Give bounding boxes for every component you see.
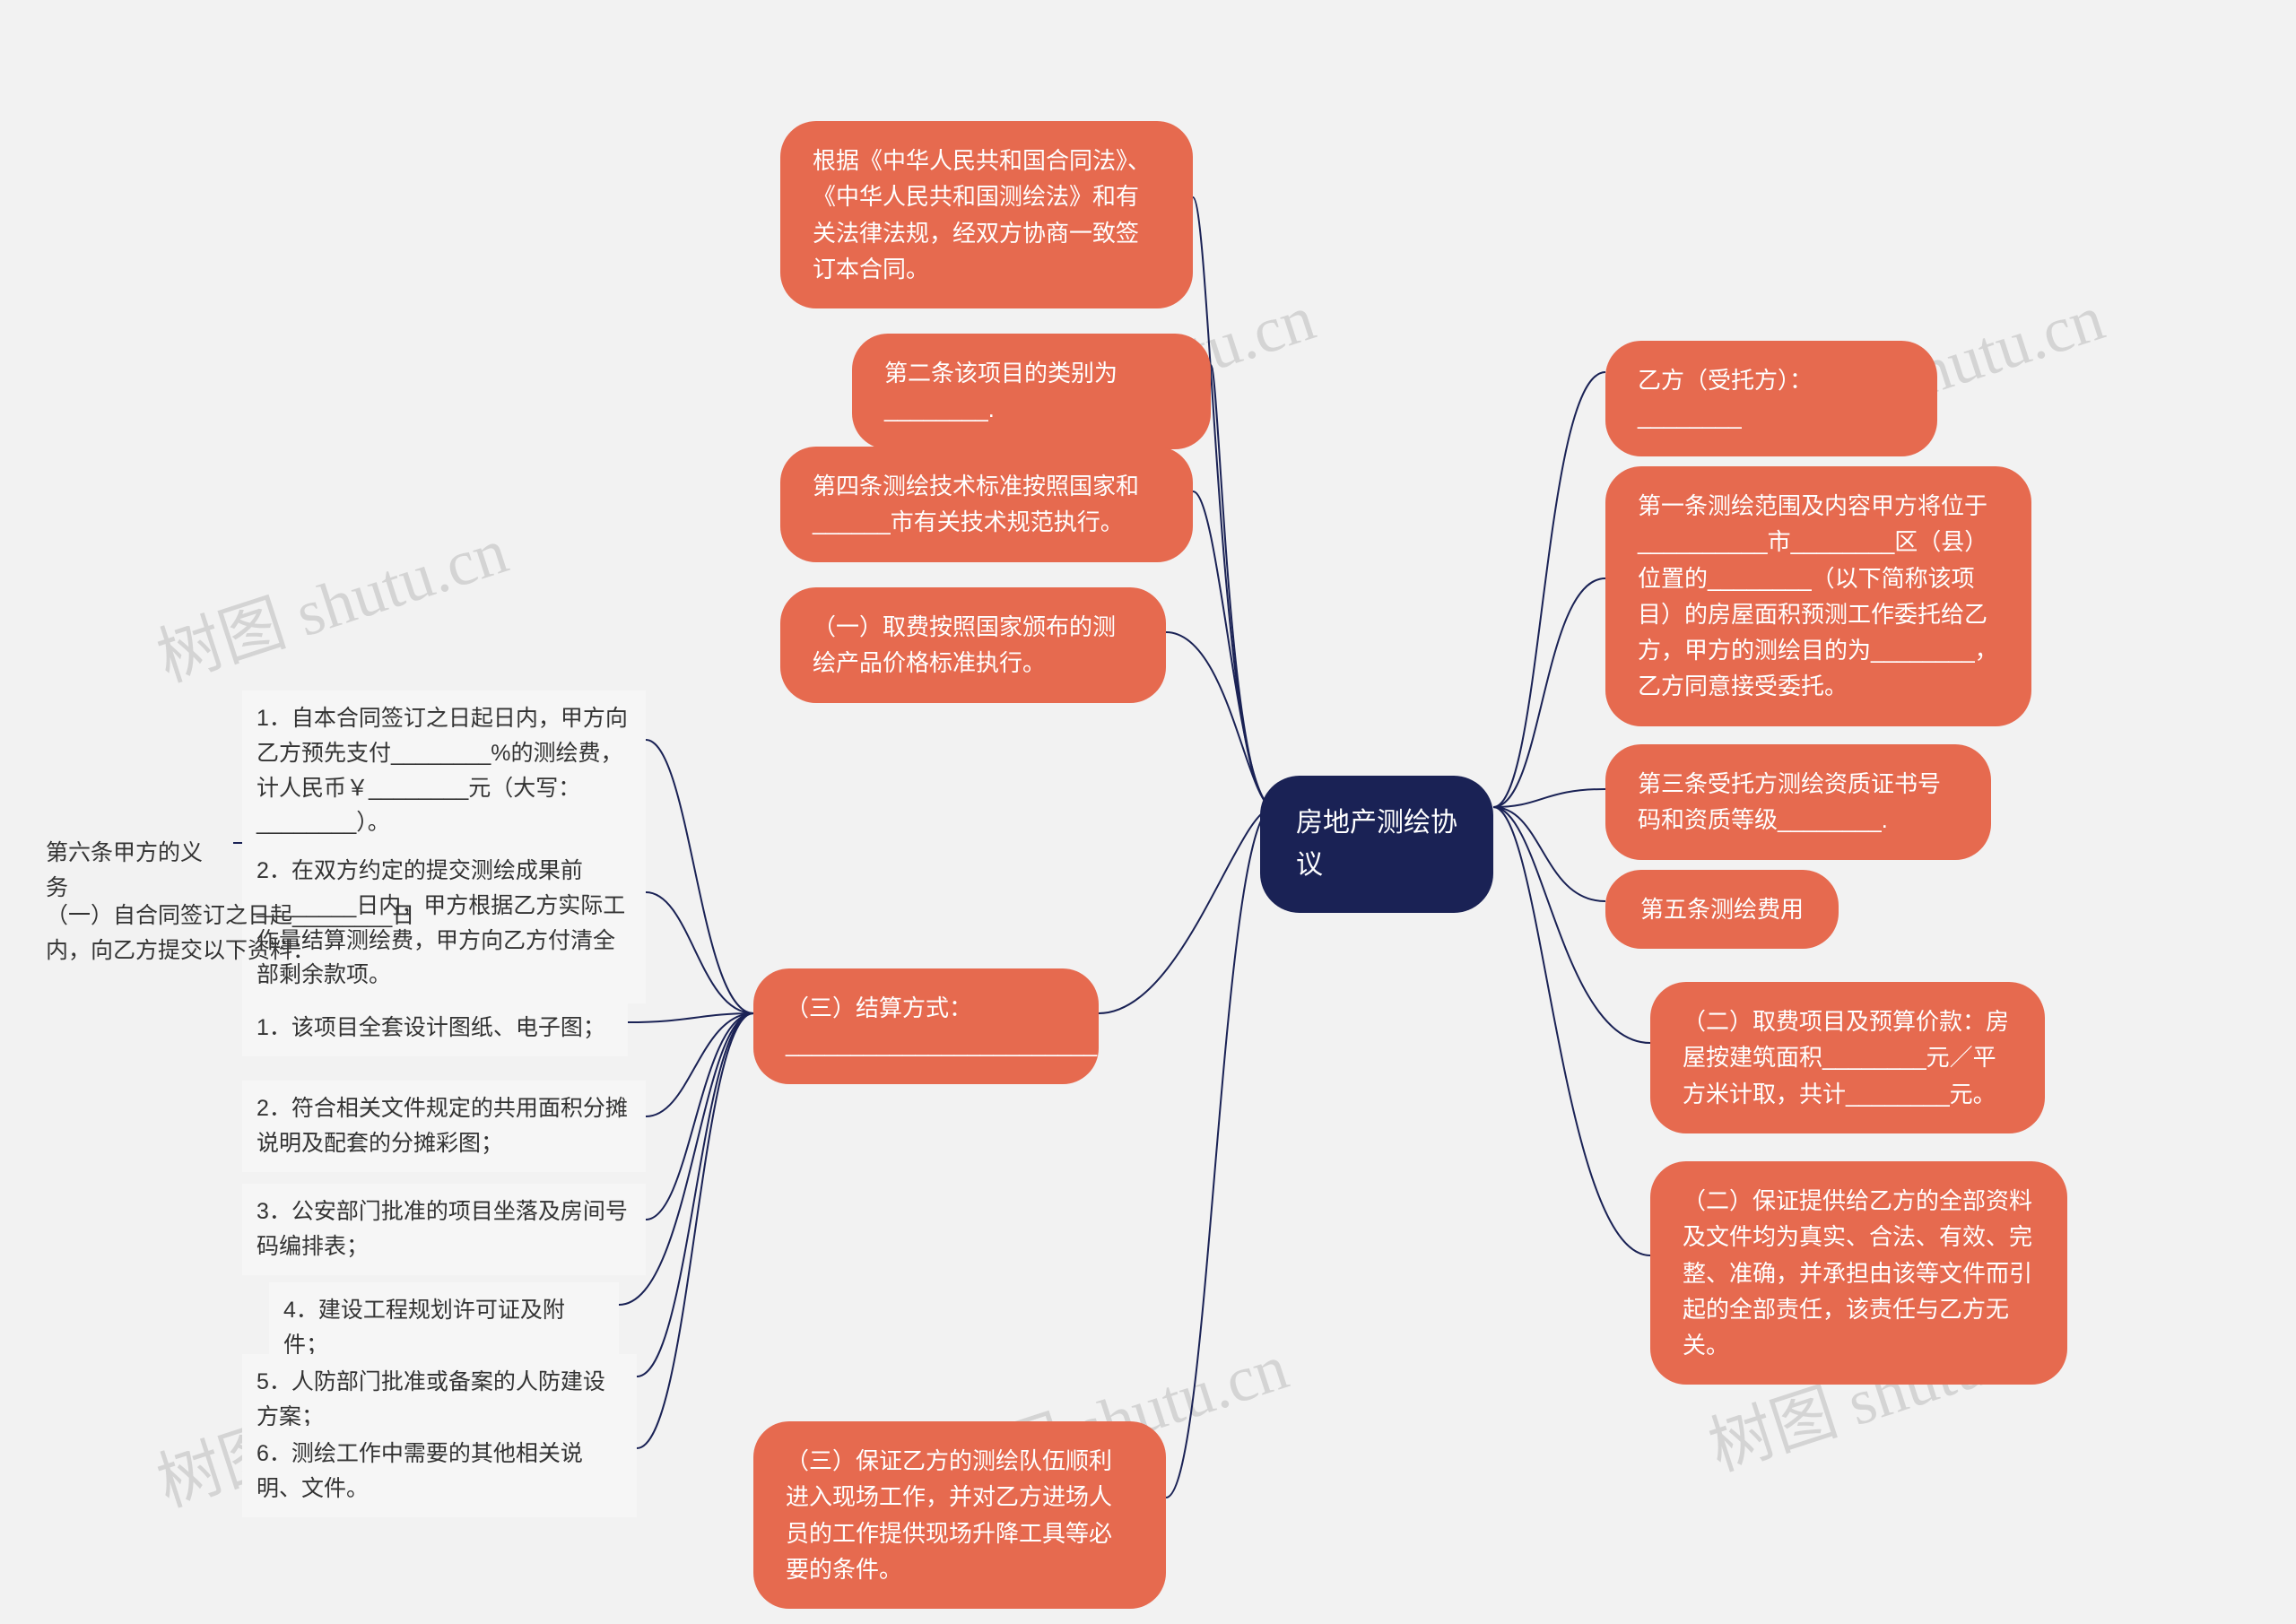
center-label: 房地产测绘协议 bbox=[1296, 803, 1457, 886]
leaf-label: 6．测绘工作中需要的其他相关说明、文件。 bbox=[257, 1441, 583, 1501]
node-label: （二）取费项目及预算价款：房屋按建筑面积________元／平方米计取，共计__… bbox=[1683, 1003, 2013, 1112]
left-branch-l6[interactable]: （三）保证乙方的测绘队伍顺利进入现场工作，并对乙方进场人员的工作提供现场升降工具… bbox=[753, 1421, 1166, 1609]
leaf-label: 3．公安部门批准的项目坐落及房间号码编排表； bbox=[257, 1199, 628, 1259]
left-branch-l4[interactable]: （一）取费按照国家颁布的测绘产品价格标准执行。 bbox=[780, 587, 1166, 703]
watermark: 树图 shutu.cn bbox=[144, 498, 517, 699]
mindmap-canvas: 树图 shutu.cn 树图 shutu.cn 树图 shutu.cn 树图 s… bbox=[0, 0, 2296, 1624]
node-label: 第三条受托方测绘资质证书号码和资质等级________. bbox=[1638, 766, 1959, 838]
node-label: 第四条测绘技术标准按照国家和______市有关技术规范执行。 bbox=[813, 468, 1161, 541]
right-branch-r4[interactable]: 第五条测绘费用 bbox=[1605, 870, 1839, 949]
leaf-label: 1．自本合同签订之日起日内，甲方向乙方预先支付________%的测绘费，计人民… bbox=[257, 706, 628, 835]
right-branch-r1[interactable]: 乙方（受托方）：________ bbox=[1605, 341, 1937, 456]
right-branch-r5[interactable]: （二）取费项目及预算价款：房屋按建筑面积________元／平方米计取，共计__… bbox=[1650, 982, 2045, 1133]
node-label: 第一条测绘范围及内容甲方将位于__________市________区（县）位置… bbox=[1638, 488, 1999, 705]
right-branch-r6[interactable]: （二）保证提供给乙方的全部资料及文件均为真实、合法、有效、完整、准确，并承担由该… bbox=[1650, 1161, 2067, 1385]
leaf-label: 1．该项目全套设计图纸、电子图； bbox=[257, 1015, 605, 1040]
left-branch-l1[interactable]: 根据《中华人民共和国合同法》、《中华人民共和国测绘法》和有关法律法规，经双方协商… bbox=[780, 121, 1193, 308]
right-branch-r2[interactable]: 第一条测绘范围及内容甲方将位于__________市________区（县）位置… bbox=[1605, 466, 2031, 726]
node-label: 第二条该项目的类别为________. bbox=[884, 355, 1178, 428]
node-label: （一）取费按照国家颁布的测绘产品价格标准执行。 bbox=[813, 609, 1134, 682]
leaf-label: 2．符合相关文件规定的共用面积分摊说明及配套的分摊彩图； bbox=[257, 1096, 628, 1156]
right-branch-r3[interactable]: 第三条受托方测绘资质证书号码和资质等级________. bbox=[1605, 744, 1991, 860]
leaf-l5c8[interactable]: 6．测绘工作中需要的其他相关说明、文件。 bbox=[242, 1426, 637, 1517]
leaf-l5c5[interactable]: 3．公安部门批准的项目坐落及房间号码编排表； bbox=[242, 1184, 646, 1275]
center-node[interactable]: 房地产测绘协议 bbox=[1260, 776, 1493, 913]
left-branch-l2[interactable]: 第二条该项目的类别为________. bbox=[852, 334, 1211, 449]
leaf-l5c1[interactable]: 1．自本合同签订之日起日内，甲方向乙方预先支付________%的测绘费，计人民… bbox=[242, 690, 646, 851]
leaf-label: 5．人防部门批准或备案的人防建设方案； bbox=[257, 1369, 605, 1429]
left-branch-l5[interactable]: （三）结算方式：________________________ bbox=[753, 968, 1099, 1084]
node-label: （二）保证提供给乙方的全部资料及文件均为真实、合法、有效、完整、准确，并承担由该… bbox=[1683, 1183, 2035, 1363]
leaf-label: 4．建设工程规划许可证及附件； bbox=[283, 1298, 565, 1358]
node-label: 根据《中华人民共和国合同法》、《中华人民共和国测绘法》和有关法律法规，经双方协商… bbox=[813, 143, 1161, 287]
node-label: （三）保证乙方的测绘队伍顺利进入现场工作，并对乙方进场人员的工作提供现场升降工具… bbox=[786, 1443, 1134, 1587]
leaf-l5c3[interactable]: 1．该项目全套设计图纸、电子图； bbox=[242, 1000, 628, 1056]
left-branch-l3[interactable]: 第四条测绘技术标准按照国家和______市有关技术规范执行。 bbox=[780, 447, 1193, 562]
leaf-l5c1-grandchild[interactable]: （一）自合同签订之日起________日内，向乙方提交以下资料： bbox=[31, 888, 435, 979]
leaf-label: （一）自合同签订之日起________日内，向乙方提交以下资料： bbox=[46, 903, 414, 963]
node-label: （三）结算方式：________________________ bbox=[786, 990, 1097, 1063]
leaf-l5c4[interactable]: 2．符合相关文件规定的共用面积分摊说明及配套的分摊彩图； bbox=[242, 1081, 646, 1172]
node-label: 乙方（受托方）：________ bbox=[1638, 362, 1905, 435]
node-label: 第五条测绘费用 bbox=[1640, 891, 1804, 927]
